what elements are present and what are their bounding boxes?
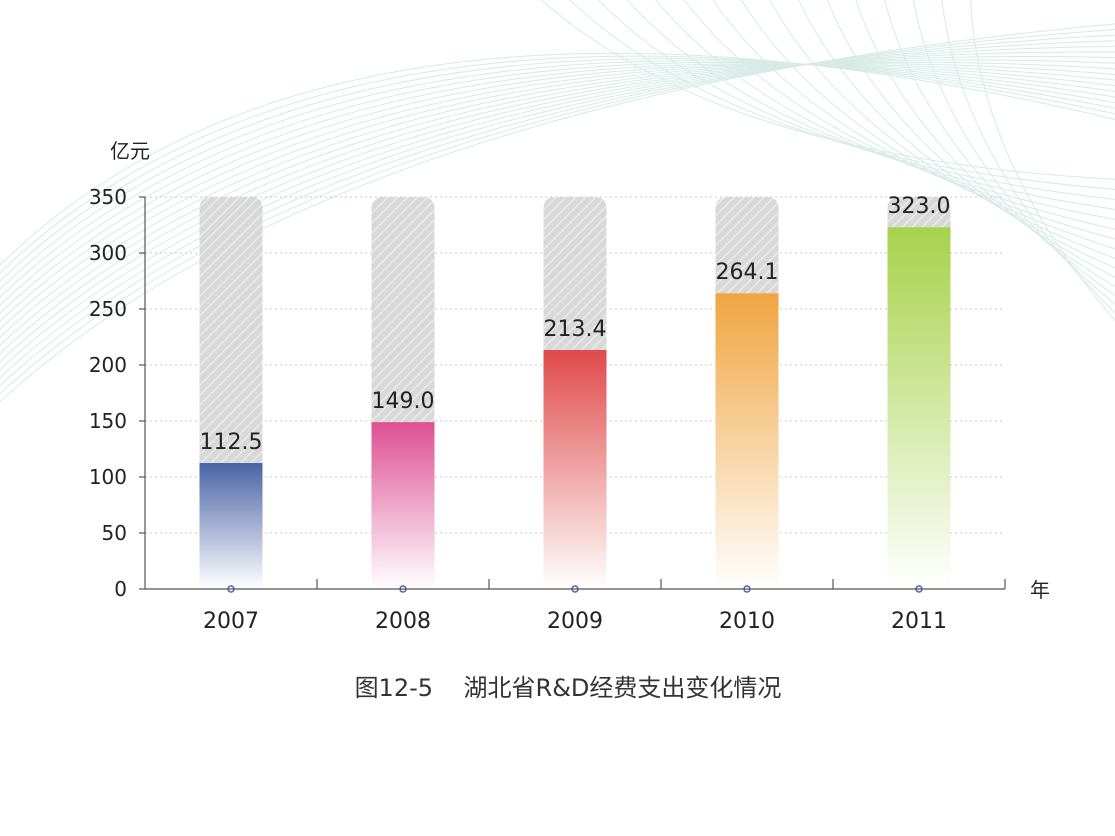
background-curve bbox=[0, 62, 1115, 298]
background-curve bbox=[0, 29, 1115, 395]
bar-2011 bbox=[887, 227, 951, 590]
background-curve bbox=[0, 61, 1115, 338]
data-label-2007: 112.5 bbox=[200, 430, 263, 455]
figure-caption: 图12-5 湖北省R&D经费支出变化情况 bbox=[355, 674, 782, 702]
x-tick-label: 2008 bbox=[375, 609, 431, 634]
background-curve bbox=[0, 59, 1115, 346]
background-curve bbox=[740, 0, 1115, 250]
background-curve bbox=[0, 60, 1115, 290]
data-label-2010: 264.1 bbox=[716, 260, 779, 285]
background-curve bbox=[0, 63, 1115, 306]
background-curve bbox=[655, 0, 1115, 220]
labels: 0 50 100 150 200 250 300 350 112.5 2007 149.0 2008 2… bbox=[89, 185, 951, 634]
bar-2010 bbox=[715, 293, 779, 589]
axes bbox=[139, 196, 1006, 593]
x-tick-label: 2010 bbox=[719, 609, 775, 634]
background-curve bbox=[0, 45, 1115, 371]
background-curve bbox=[884, 0, 1115, 297]
data-label-2011: 323.0 bbox=[888, 194, 951, 219]
background-curve bbox=[540, 0, 1115, 180]
background-curve bbox=[970, 0, 1115, 322]
bar-2009 bbox=[543, 349, 607, 589]
background-curve bbox=[0, 23, 1115, 403]
y-axis-unit-label: 亿元 bbox=[110, 139, 150, 163]
y-tick-label: 50 bbox=[102, 521, 127, 545]
background-curve bbox=[798, 0, 1115, 269]
background-curve bbox=[0, 34, 1115, 387]
background-curve bbox=[0, 56, 1115, 354]
y-tick-label: 300 bbox=[89, 241, 127, 265]
data-label-2009: 213.4 bbox=[544, 317, 607, 342]
background-curve bbox=[0, 63, 1115, 314]
background-curve bbox=[0, 63, 1115, 330]
background-curve bbox=[0, 51, 1115, 362]
background-decoration bbox=[0, 0, 1115, 403]
data-label-2008: 149.0 bbox=[372, 389, 435, 414]
x-tick-label: 2007 bbox=[203, 609, 259, 634]
background-curve bbox=[0, 63, 1115, 322]
bars bbox=[199, 197, 951, 590]
y-tick-label: 150 bbox=[89, 409, 127, 433]
background-curve bbox=[626, 0, 1115, 210]
y-tick-label: 200 bbox=[89, 353, 127, 377]
background-curve bbox=[0, 58, 1115, 282]
background-curve bbox=[769, 0, 1115, 259]
background-curve bbox=[712, 0, 1115, 240]
background-curve bbox=[941, 0, 1115, 314]
background-curve bbox=[855, 0, 1115, 288]
background-curve bbox=[0, 55, 1115, 274]
y-tick-label: 0 bbox=[114, 577, 127, 601]
bar-2008 bbox=[371, 422, 435, 589]
background-curve bbox=[683, 0, 1115, 230]
y-tick-label: 350 bbox=[89, 185, 127, 209]
y-tick-label: 250 bbox=[89, 297, 127, 321]
x-tick-label: 2011 bbox=[891, 609, 947, 634]
background-curve bbox=[0, 40, 1115, 379]
background-curve bbox=[0, 52, 1115, 266]
background-curve bbox=[826, 0, 1115, 278]
x-axis-unit-label: 年 bbox=[1030, 578, 1050, 602]
bar-2007 bbox=[199, 463, 263, 589]
background-curve bbox=[912, 0, 1115, 305]
background-curve bbox=[597, 0, 1115, 200]
background-curve bbox=[569, 0, 1115, 190]
y-tick-label: 100 bbox=[89, 465, 127, 489]
x-tick-label: 2009 bbox=[547, 609, 603, 634]
